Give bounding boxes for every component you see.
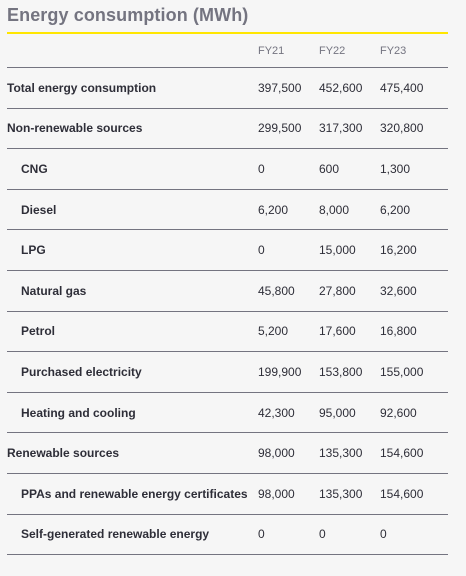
row-value-fy23: 475,400: [380, 81, 448, 95]
row-value-fy22: 153,800: [319, 365, 380, 379]
column-header-fy23: FY23: [380, 45, 448, 57]
row-label: PPAs and renewable energy certificates: [7, 487, 258, 501]
table-row: Natural gas 45,800 27,800 32,600: [7, 271, 448, 312]
row-value-fy21: 98,000: [258, 487, 319, 501]
table-row: LPG 0 15,000 16,200: [7, 230, 448, 271]
row-label: Petrol: [7, 324, 258, 338]
row-value-fy22: 27,800: [319, 284, 380, 298]
table-row: Total energy consumption 397,500 452,600…: [7, 68, 448, 109]
row-value-fy23: 6,200: [380, 203, 448, 217]
row-value-fy21: 6,200: [258, 203, 319, 217]
row-label: Heating and cooling: [7, 406, 258, 420]
table-row: Diesel 6,200 8,000 6,200: [7, 190, 448, 231]
row-value-fy22: 95,000: [319, 406, 380, 420]
table-row: Non-renewable sources 299,500 317,300 32…: [7, 109, 448, 150]
row-value-fy23: 154,600: [380, 446, 448, 460]
row-value-fy22: 17,600: [319, 324, 380, 338]
table-row: Renewable sources 98,000 135,300 154,600: [7, 433, 448, 474]
row-value-fy22: 135,300: [319, 487, 380, 501]
row-value-fy21: 0: [258, 527, 319, 541]
row-label: LPG: [7, 243, 258, 257]
row-label: Natural gas: [7, 284, 258, 298]
table-row: Heating and cooling 42,300 95,000 92,600: [7, 393, 448, 434]
row-label: Self-generated renewable energy: [7, 527, 258, 541]
table-row: Purchased electricity 199,900 153,800 15…: [7, 352, 448, 393]
row-value-fy21: 45,800: [258, 284, 319, 298]
table-row: Self-generated renewable energy 0 0 0: [7, 515, 448, 556]
row-label: Renewable sources: [7, 446, 258, 460]
row-value-fy21: 0: [258, 243, 319, 257]
energy-table: FY21 FY22 FY23 Total energy consumption …: [7, 34, 448, 555]
row-value-fy23: 16,800: [380, 324, 448, 338]
row-value-fy23: 154,600: [380, 487, 448, 501]
row-value-fy22: 135,300: [319, 446, 380, 460]
column-header-fy22: FY22: [319, 45, 380, 57]
row-value-fy21: 199,900: [258, 365, 319, 379]
row-value-fy23: 1,300: [380, 162, 448, 176]
row-value-fy22: 8,000: [319, 203, 380, 217]
table-row: Petrol 5,200 17,600 16,800: [7, 312, 448, 353]
table-row: PPAs and renewable energy certificates 9…: [7, 474, 448, 515]
row-value-fy21: 42,300: [258, 406, 319, 420]
row-label: Diesel: [7, 203, 258, 217]
row-value-fy22: 600: [319, 162, 380, 176]
row-value-fy23: 92,600: [380, 406, 448, 420]
row-value-fy23: 32,600: [380, 284, 448, 298]
table-header-row: FY21 FY22 FY23: [7, 34, 448, 68]
row-value-fy23: 16,200: [380, 243, 448, 257]
row-value-fy21: 5,200: [258, 324, 319, 338]
row-label: Total energy consumption: [7, 81, 258, 95]
row-value-fy21: 0: [258, 162, 319, 176]
page-title: Energy consumption (MWh): [7, 5, 248, 26]
row-label: Purchased electricity: [7, 365, 258, 379]
row-value-fy21: 299,500: [258, 121, 319, 135]
row-value-fy21: 98,000: [258, 446, 319, 460]
table-row: CNG 0 600 1,300: [7, 149, 448, 190]
row-value-fy23: 320,800: [380, 121, 448, 135]
row-value-fy21: 397,500: [258, 81, 319, 95]
row-label: Non-renewable sources: [7, 121, 258, 135]
row-value-fy22: 15,000: [319, 243, 380, 257]
column-header-fy21: FY21: [258, 45, 319, 57]
row-label: CNG: [7, 162, 258, 176]
row-value-fy22: 0: [319, 527, 380, 541]
row-value-fy22: 452,600: [319, 81, 380, 95]
row-value-fy23: 155,000: [380, 365, 448, 379]
row-value-fy23: 0: [380, 527, 448, 541]
row-value-fy22: 317,300: [319, 121, 380, 135]
